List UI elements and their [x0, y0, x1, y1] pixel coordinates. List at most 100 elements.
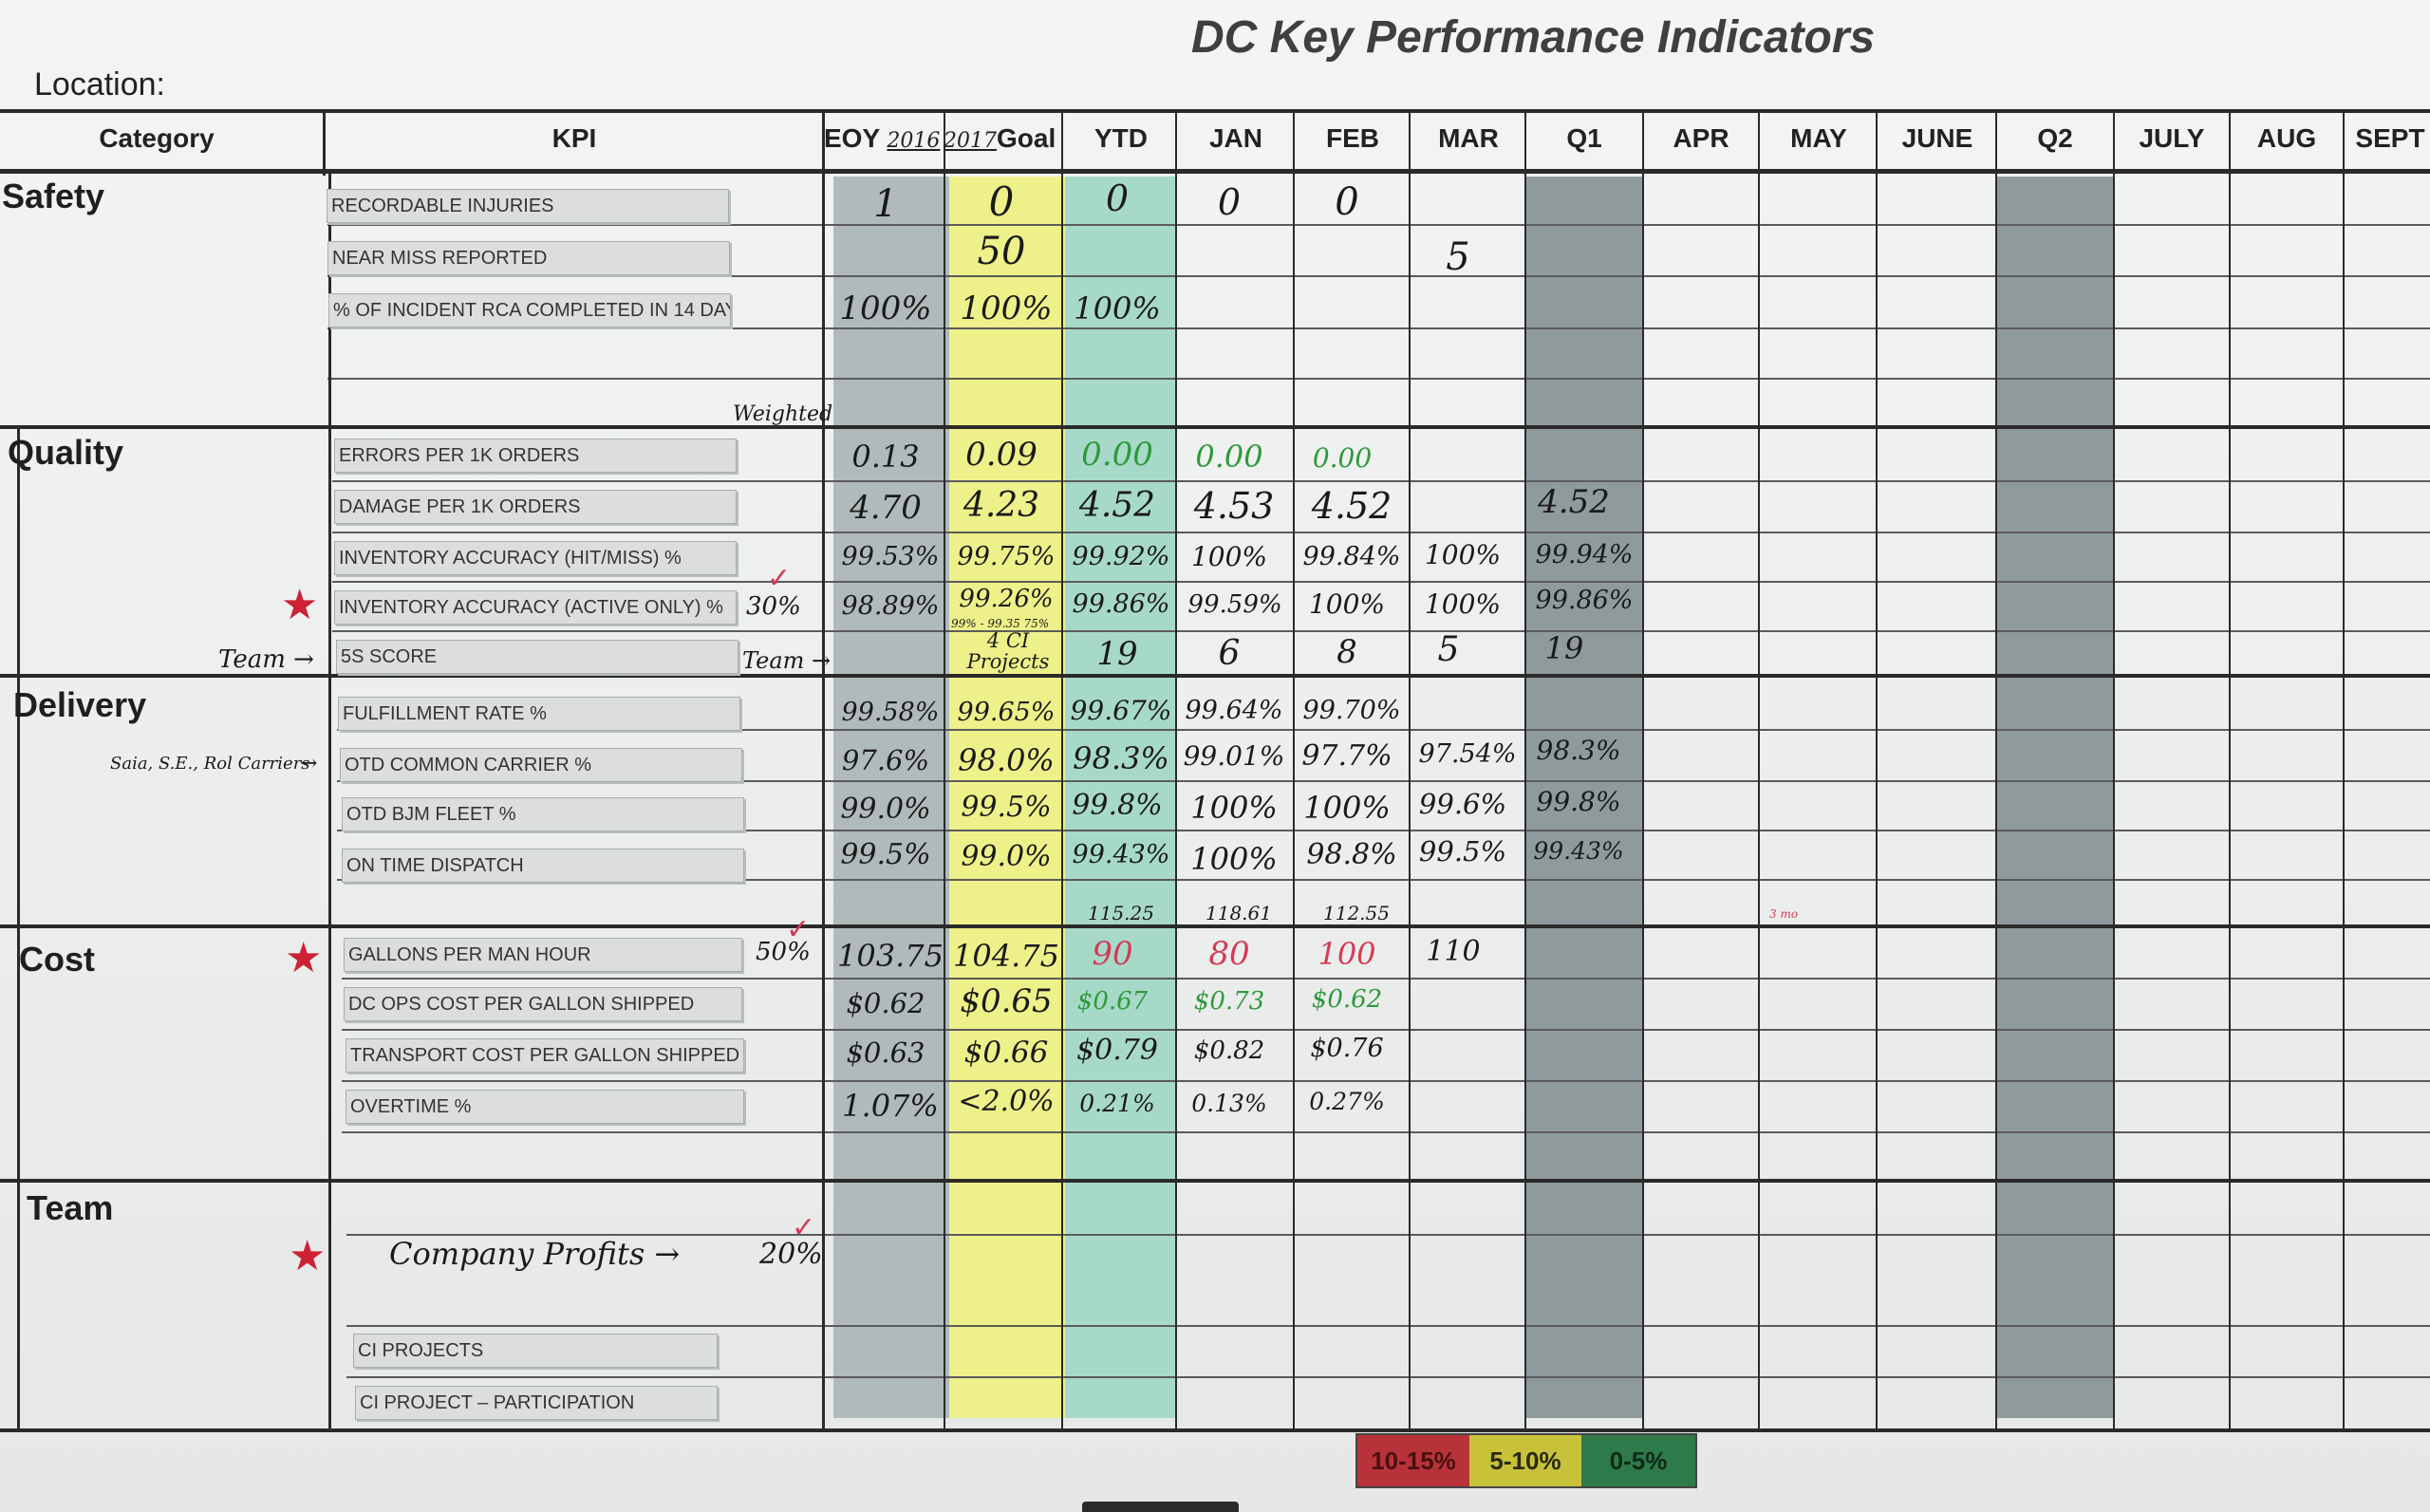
value-incident-rca-eoy: 100%	[839, 289, 932, 327]
kpi-fulfillment-rate: FULFILLMENT RATE %	[338, 697, 740, 731]
header-eoy: EOY 2016	[824, 112, 940, 165]
row-line	[332, 581, 2430, 583]
value-gallons-goal: 104.75	[953, 938, 1059, 974]
value-dc-ops-cost-goal: $0.65	[960, 982, 1053, 1020]
header-q2: Q2	[2037, 123, 2073, 153]
value-gallons-eoy: 103.75	[837, 938, 944, 974]
kpi-on-time-dispatch: ON TIME DISPATCH	[342, 849, 744, 883]
value-5s-goal: 4 CI Projects	[966, 629, 1050, 673]
col-divider-q2	[1995, 109, 1997, 1428]
row-line	[327, 327, 2430, 329]
board-bottom-line	[0, 1428, 2430, 1432]
kpi-inventory-accuracy-hit-miss: INVENTORY ACCURACY (HIT/MISS) %	[334, 541, 737, 575]
value-inv-active-feb: 100%	[1308, 588, 1386, 620]
value-otd-bjm-mar: 99.6%	[1418, 788, 1507, 820]
value-damage-q1: 4.52	[1538, 483, 1610, 521]
legend-green: 0-5%	[1581, 1435, 1695, 1486]
row-line	[327, 224, 2430, 226]
value-fulfillment-eoy: 99.58%	[841, 698, 940, 727]
value-otd-common-jan: 99.01%	[1183, 740, 1285, 772]
header-aug: AUG	[2256, 123, 2317, 153]
value-inv-active-mar: 100%	[1424, 588, 1502, 620]
value-5s-jan: 6	[1218, 634, 1241, 673]
note-carriers: Saia, S.E., Rol Carriers	[110, 754, 310, 774]
col-divider-kpi-left	[328, 174, 331, 1428]
col-divider-sept	[2343, 109, 2345, 1428]
checkmark-icon: ✓	[792, 1211, 816, 1244]
value-inv-active-eoy: 98.89%	[841, 591, 940, 621]
value-otd-bjm-jan: 100%	[1190, 790, 1278, 826]
note-team-left: Team →	[218, 645, 314, 674]
col-divider-jan	[1175, 109, 1177, 1428]
value-otd-bjm-ytd: 99.8%	[1072, 789, 1163, 822]
value-fulfillment-goal: 99.65%	[957, 698, 1056, 727]
header-goal-year: 2017	[944, 129, 997, 153]
kpi-incident-rca: % OF INCIDENT RCA COMPLETED IN 14 DAYS	[328, 293, 731, 327]
marker-tray	[1082, 1502, 1239, 1512]
value-inv-hit-feb: 99.84%	[1302, 542, 1401, 571]
value-overtime-eoy: 1.07%	[842, 1088, 939, 1124]
value-inv-hit-ytd: 99.92%	[1072, 542, 1170, 571]
header-july: JULY	[2139, 123, 2205, 153]
checkmark-icon: ✓	[767, 562, 792, 595]
category-cost: Cost	[19, 940, 95, 979]
value-otd-bjm-goal: 99.5%	[961, 791, 1052, 824]
value-otd-common-eoy: 97.6%	[841, 744, 930, 776]
header-q1: Q1	[1566, 123, 1602, 153]
header-eoy-prefix: EOY	[824, 123, 880, 153]
note-feb-above-gallons: 112.55	[1323, 902, 1390, 924]
header-category: Category	[99, 123, 215, 153]
legend: 10-15% 5-10% 0-5%	[1355, 1433, 1697, 1488]
col-divider-category	[323, 109, 326, 176]
header-may: MAY	[1790, 123, 1847, 153]
col-divider-ytd	[1061, 109, 1063, 1428]
value-fulfillment-jan: 99.64%	[1185, 696, 1283, 725]
value-on-time-jan: 100%	[1190, 841, 1278, 877]
value-inv-hit-mar: 100%	[1424, 539, 1502, 570]
value-otd-common-ytd: 98.3%	[1073, 740, 1169, 776]
kpi-overtime: OVERTIME %	[346, 1090, 744, 1124]
value-recordable-injuries-goal: 0	[988, 178, 1015, 225]
star-icon: ★	[289, 1233, 327, 1279]
note-30-percent: 30%	[746, 592, 801, 621]
value-otd-common-q1: 98.3%	[1536, 735, 1621, 766]
category-delivery: Delivery	[13, 685, 147, 724]
value-incident-rca-goal: 100%	[960, 289, 1053, 327]
col-divider-q1	[1524, 109, 1526, 1428]
category-safety: Safety	[2, 177, 105, 215]
value-otd-common-mar: 97.54%	[1418, 739, 1517, 769]
q1-column-shade	[1526, 177, 1642, 1418]
row-line	[346, 1376, 2430, 1378]
note-carriers-arrow: →	[300, 752, 318, 775]
star-icon: ★	[285, 935, 323, 981]
col-divider-goal	[944, 109, 945, 1428]
header-mar: MAR	[1438, 123, 1499, 153]
value-5s-mar: 5	[1437, 630, 1460, 669]
value-transport-cost-ytd: $0.79	[1076, 1034, 1158, 1067]
row-line	[337, 879, 2430, 881]
row-line	[337, 780, 2430, 782]
value-inv-active-jan: 99.59%	[1187, 590, 1282, 619]
eoy-column-shade	[833, 177, 949, 1418]
value-on-time-q1: 99.43%	[1533, 837, 1624, 865]
kpi-errors-per-1k: ERRORS PER 1K ORDERS	[334, 439, 737, 473]
row-line	[346, 1325, 2430, 1327]
value-fulfillment-ytd: 99.67%	[1070, 695, 1172, 726]
col-divider-may	[1758, 109, 1760, 1428]
kpi-damage-per-1k: DAMAGE PER 1K ORDERS	[334, 490, 737, 524]
header-jan: JAN	[1208, 123, 1262, 153]
value-inv-active-q1: 99.86%	[1535, 586, 1634, 615]
value-5s-q1: 19	[1544, 630, 1584, 666]
value-transport-cost-eoy: $0.63	[846, 1036, 925, 1069]
kpi-inventory-accuracy-active: INVENTORY ACCURACY (ACTIVE ONLY) %	[334, 590, 737, 625]
row-line	[342, 1080, 2430, 1082]
col-divider-aug	[2229, 109, 2231, 1428]
kpi-near-miss-reported: NEAR MISS REPORTED	[327, 241, 730, 275]
note-weighted: Weighted	[733, 402, 833, 426]
col-divider-eoy	[822, 109, 825, 1428]
value-inv-hit-goal: 99.75%	[957, 542, 1056, 571]
value-dc-ops-cost-feb: $0.62	[1311, 985, 1383, 1014]
value-recordable-injuries-feb: 0	[1335, 180, 1359, 224]
value-transport-cost-goal: $0.66	[963, 1036, 1049, 1070]
